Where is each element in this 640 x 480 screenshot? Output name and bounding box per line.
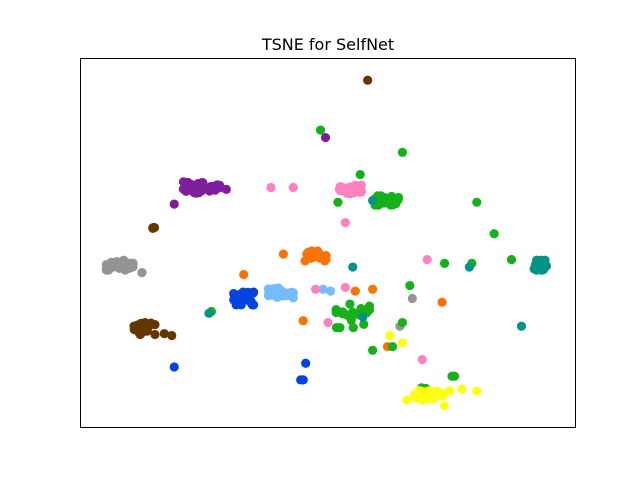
scatter-point <box>363 75 373 85</box>
scatter-point <box>472 386 482 396</box>
scatter-point <box>348 307 358 317</box>
scatter-point <box>288 182 298 193</box>
scatter-point <box>350 286 360 296</box>
scatter-point <box>368 284 378 294</box>
scatter-point <box>457 384 467 394</box>
scatter-point <box>348 262 358 272</box>
scatter-point <box>204 308 214 318</box>
scatter-point <box>438 391 448 401</box>
scatter-point <box>428 394 438 404</box>
scatter-point <box>278 249 288 259</box>
scatter-point <box>159 329 169 339</box>
scatter-point <box>407 293 417 304</box>
scatter-point <box>239 269 249 280</box>
scatter-point <box>387 342 398 352</box>
scatter-point <box>439 401 450 411</box>
scatter-point <box>149 222 160 233</box>
scatter-point <box>417 354 427 365</box>
scatter-point <box>298 316 308 326</box>
chart-title: TSNE for SelfNet <box>261 35 394 54</box>
scatter-point <box>449 371 460 381</box>
scatter-point <box>113 258 123 268</box>
scatter-point <box>535 260 546 270</box>
scatter-point <box>402 395 412 405</box>
scatter-point <box>421 387 431 397</box>
scatter-point <box>106 257 117 267</box>
scatter-point <box>315 125 326 135</box>
scatter-point <box>338 307 348 317</box>
scatter-point <box>368 345 378 355</box>
scatter-point <box>298 375 308 385</box>
scatter-point <box>355 169 365 180</box>
scatter-point <box>379 198 389 208</box>
scatter-point <box>397 338 407 348</box>
scatter-point <box>204 184 214 194</box>
scatter-point <box>279 291 289 301</box>
scatter-point <box>231 300 241 310</box>
scatter-point <box>150 329 160 340</box>
scatter-point <box>194 188 204 198</box>
scatter-point <box>323 317 333 328</box>
scatter-point <box>243 291 253 301</box>
scatter-point <box>348 322 358 333</box>
scatter-point <box>247 300 257 310</box>
scatter-point <box>506 255 517 265</box>
scatter-point <box>333 197 343 207</box>
scatter-point <box>397 317 407 328</box>
scatter-point <box>101 264 111 274</box>
scatter-point <box>288 288 298 298</box>
scatter-point <box>340 282 350 292</box>
scatter-point <box>335 182 345 192</box>
scatter-point <box>320 132 331 143</box>
scatter-point <box>444 386 455 396</box>
scatter-point <box>439 258 450 268</box>
scatter-point <box>422 255 432 265</box>
scatter-point <box>376 191 386 201</box>
scatter-point <box>331 322 342 333</box>
scatter-point <box>464 262 474 272</box>
scatter-point <box>385 330 395 341</box>
scatter-point <box>368 195 378 206</box>
scatter-point <box>266 182 276 193</box>
scatter-point <box>169 199 179 209</box>
scatter-point <box>437 297 447 307</box>
scatter-point <box>267 285 277 295</box>
scatter-point <box>167 330 177 341</box>
scatter-point <box>340 218 350 228</box>
scatter-point <box>311 284 321 294</box>
scatter-point <box>301 358 311 368</box>
scatter-point <box>516 321 527 331</box>
scatter-point <box>358 312 368 322</box>
scatter-point <box>128 258 138 268</box>
scatter-points <box>101 75 552 411</box>
scatter-point <box>489 229 499 239</box>
scatter-point <box>397 147 407 157</box>
scatter-point <box>325 286 336 296</box>
scatter-point <box>136 328 146 338</box>
scatter-point <box>320 253 330 263</box>
scatter-point <box>318 284 328 294</box>
scatter-point <box>472 197 482 207</box>
scatter-point <box>150 320 160 330</box>
scatter-point <box>221 184 231 194</box>
scatter-point <box>359 319 369 330</box>
scatter-point <box>169 362 179 372</box>
scatter-point <box>356 304 366 314</box>
scatter-point <box>416 395 426 405</box>
scatter-point <box>307 252 318 263</box>
scatter-point <box>137 268 147 278</box>
scatter-point <box>132 320 142 330</box>
scatter-point <box>405 280 415 291</box>
scatter-point <box>197 177 207 188</box>
scatter-point <box>356 187 366 197</box>
plot-frame <box>80 58 576 428</box>
scatter-point <box>345 299 355 309</box>
scatter-point <box>389 193 399 204</box>
scatter-point <box>185 182 195 192</box>
